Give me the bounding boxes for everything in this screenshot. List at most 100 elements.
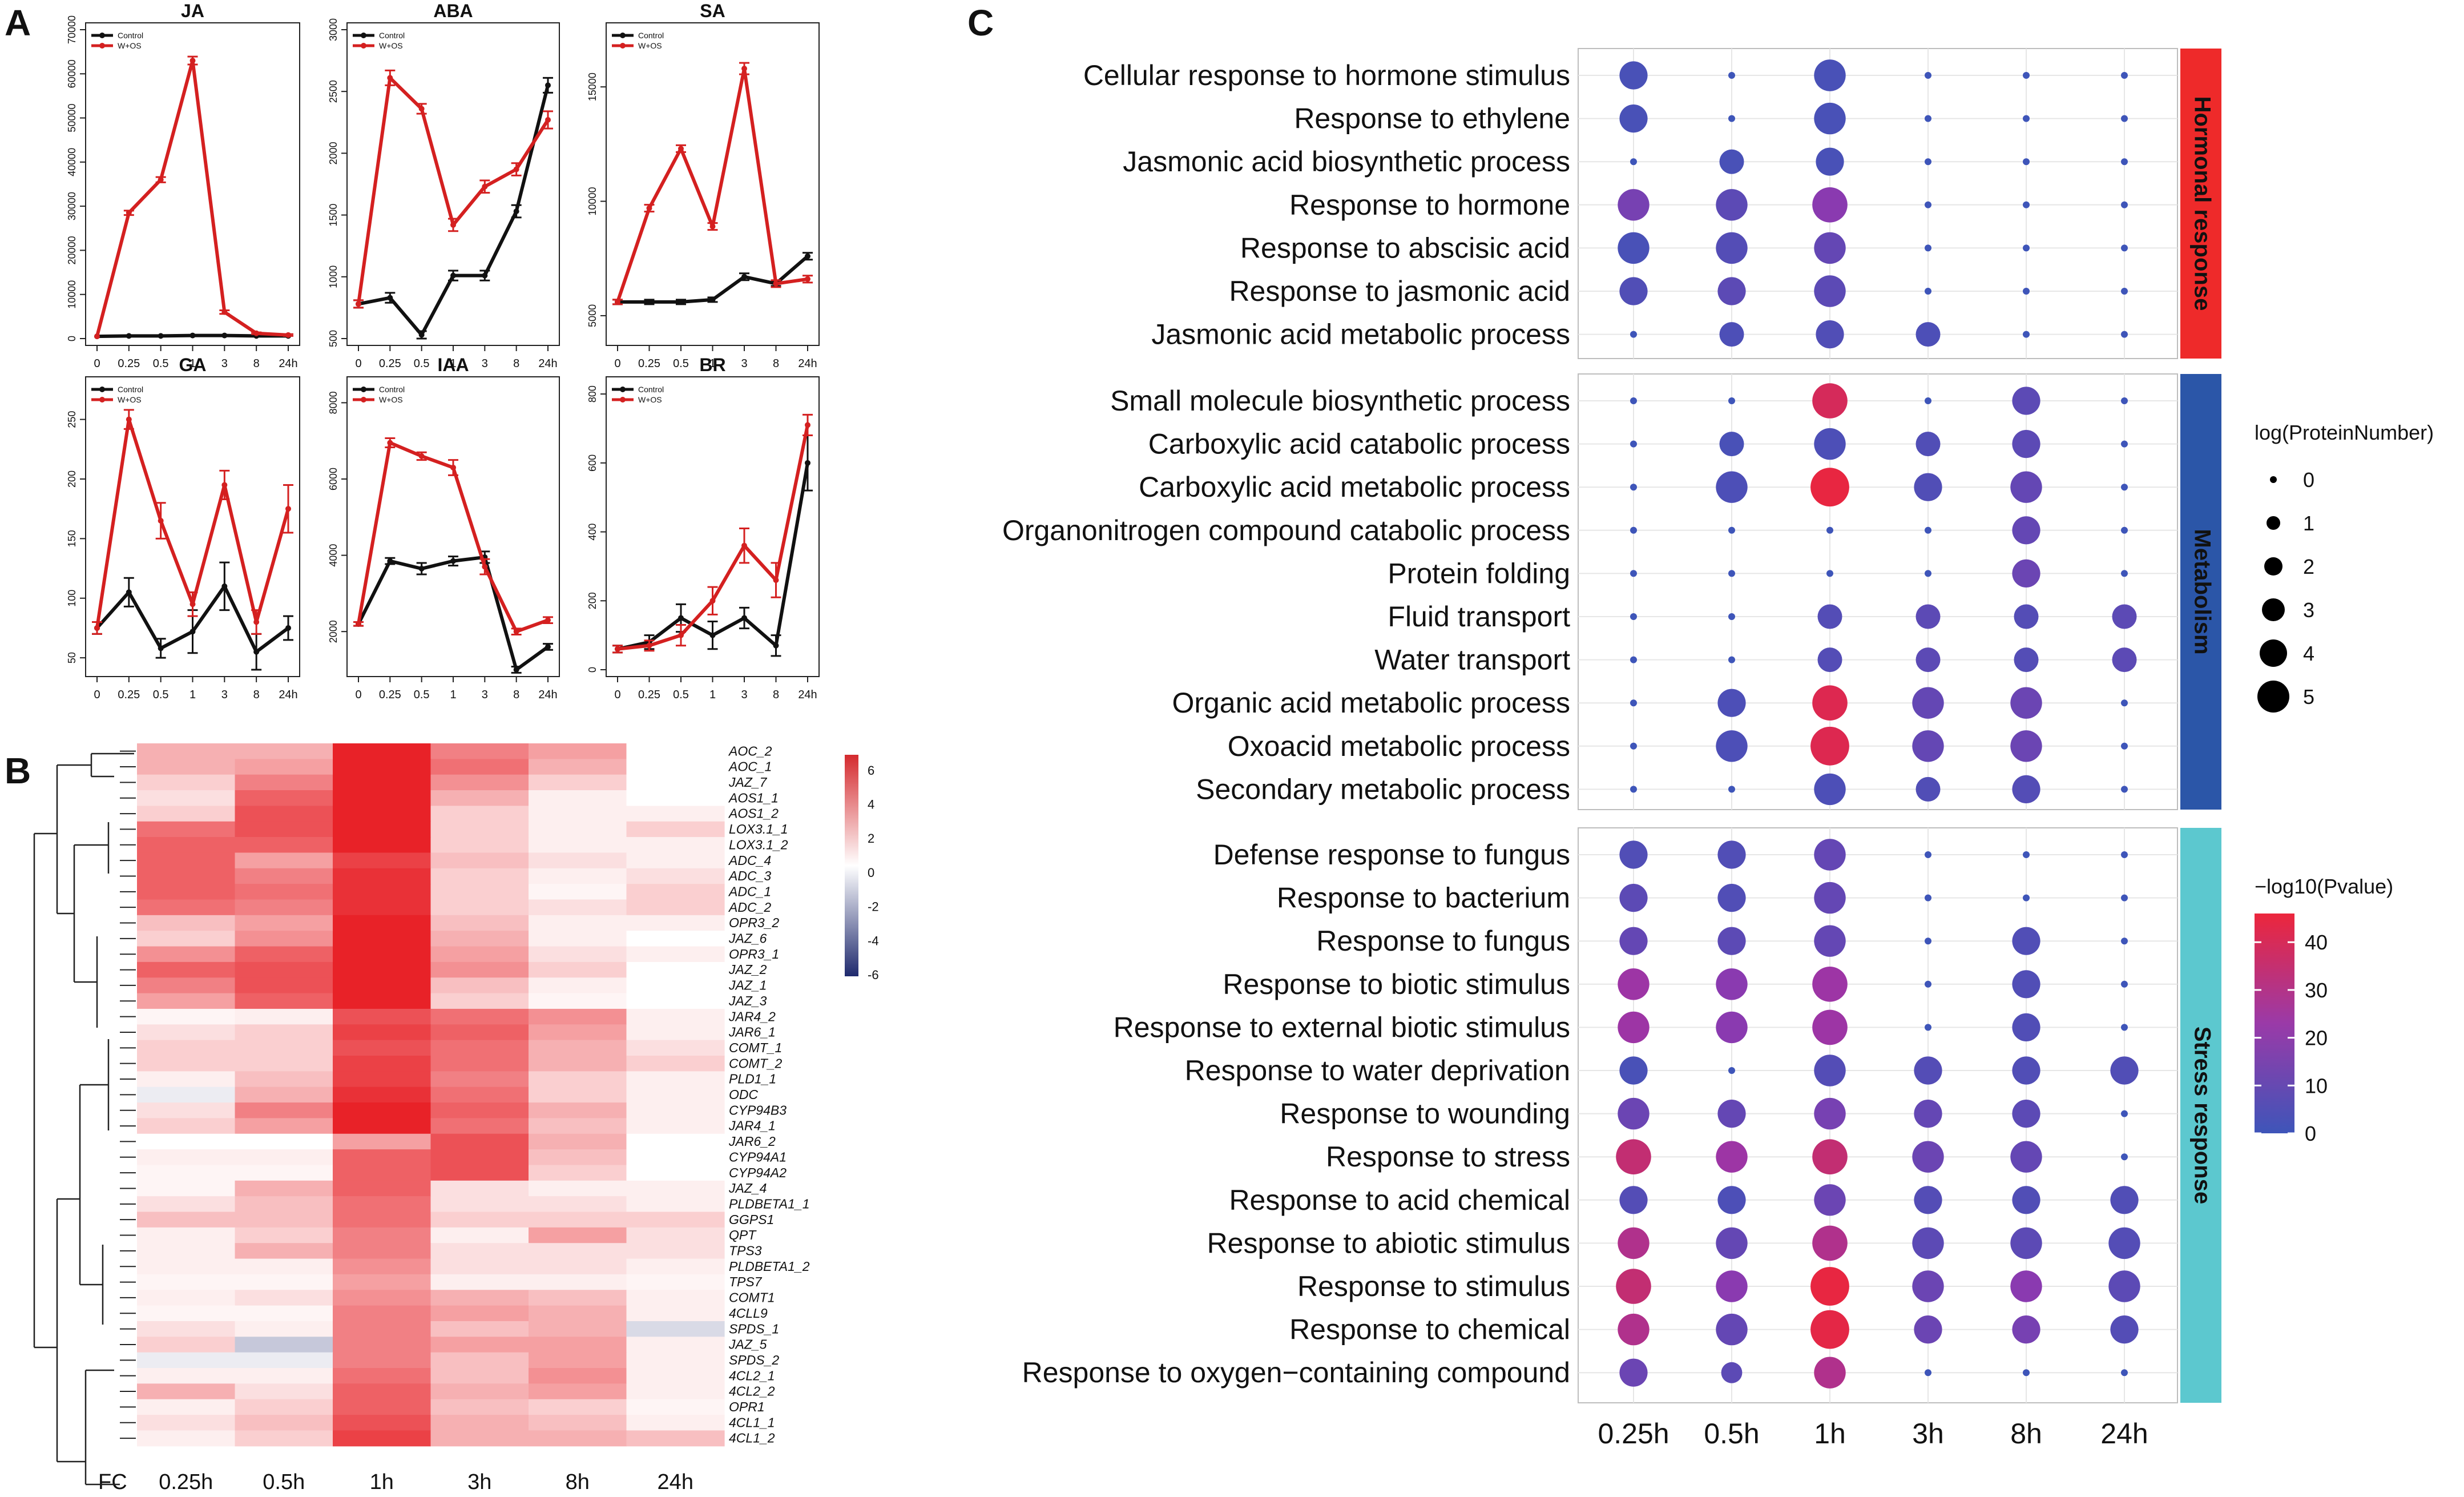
heatmap-cell	[529, 1086, 627, 1103]
y-tick-label: 100	[66, 590, 78, 607]
data-point	[418, 453, 425, 459]
heatmap-cell	[529, 1243, 627, 1259]
heatmap-row: 4CL2_2	[137, 1383, 775, 1400]
heatmap-cell	[529, 1399, 627, 1415]
enrichment-dot	[1812, 383, 1848, 418]
heatmap-row: 4CL1_2	[137, 1430, 775, 1447]
data-point	[158, 518, 164, 524]
y-tick-label: 40000	[66, 148, 78, 176]
term-label: Response to wounding	[1280, 1098, 1570, 1130]
heatmap-cell	[626, 774, 725, 791]
heatmap-cell	[430, 1212, 529, 1228]
heatmap-cell	[529, 837, 627, 854]
gene-label: ADC_3	[728, 868, 771, 883]
size-legend-dot	[2267, 516, 2280, 530]
gene-label: JAZ_3	[728, 993, 767, 1008]
data-point	[678, 632, 684, 638]
size-legend-dot	[2262, 598, 2285, 621]
heatmap-cell	[529, 743, 627, 759]
y-tick-label: 50	[66, 652, 78, 663]
data-point	[545, 643, 551, 650]
heatmap-cell	[137, 946, 236, 963]
heatmap-row: JAR4_1	[137, 1118, 776, 1134]
heatmap-cell	[235, 915, 333, 931]
heatmap-cell	[430, 1274, 529, 1290]
heatmap-cell	[430, 961, 529, 978]
heatmap-cell	[626, 1258, 725, 1275]
heatmap-row: JAZ_7	[137, 774, 768, 791]
size-legend-label: 1	[2303, 512, 2314, 535]
term-label: Water transport	[1374, 644, 1570, 676]
y-tick-label: 20000	[66, 236, 78, 264]
heatmap-cell	[333, 884, 431, 900]
x-tick-label: 0.25	[379, 689, 401, 701]
y-tick-label: 6000	[328, 468, 339, 490]
data-point	[94, 333, 100, 340]
enrichment-dot	[1915, 647, 1941, 673]
heatmap-cell	[235, 899, 333, 916]
heatmap-cell	[137, 1337, 236, 1353]
heatmap-cell	[137, 931, 236, 947]
term-label: Response to bacterium	[1277, 882, 1570, 914]
heatmap-cell	[430, 1352, 529, 1369]
heatmap-cell	[235, 1024, 333, 1041]
heatmap-cell	[137, 759, 236, 775]
heatmap-cell	[529, 1102, 627, 1118]
enrichment-dot	[1728, 115, 1735, 122]
data-point	[741, 615, 747, 621]
enrichment-dot	[1814, 102, 1846, 135]
gene-label: AOC_2	[728, 743, 772, 758]
line-chart-ja: JA 0 10000 20000 30000 40000 50000 60000 70000 0 0…	[66, 1, 300, 370]
enrichment-dot	[1925, 115, 1931, 122]
heatmap-row: JAZ_6	[137, 931, 767, 947]
heatmap-row: QPT	[137, 1227, 757, 1244]
chart-title: ABA	[433, 1, 473, 21]
fc-label: FC	[98, 1470, 127, 1494]
enrichment-dot	[2012, 430, 2040, 458]
heatmap-cell	[626, 837, 725, 854]
enrichment-dot	[1914, 1056, 1942, 1085]
heatmap-row: 4CLL9	[137, 1305, 768, 1322]
heatmap-cell	[235, 946, 333, 963]
enrichment-dot	[1728, 72, 1735, 79]
term-label: Jasmonic acid biosynthetic process	[1123, 146, 1570, 178]
gene-label: ODC	[729, 1087, 759, 1102]
heatmap-cell	[137, 961, 236, 978]
legend-tick-label: 6	[868, 763, 874, 778]
heatmap-cell	[333, 1196, 431, 1213]
data-point	[709, 632, 716, 638]
heatmap-cell	[333, 1274, 431, 1290]
term-label: Response to abiotic stimulus	[1207, 1227, 1570, 1259]
enrichment-dot	[1716, 1313, 1748, 1346]
x-tick-label: 24h	[279, 357, 297, 370]
legend-label: W+OS	[118, 395, 142, 404]
heatmap-cell	[626, 1008, 725, 1025]
heatmap-cell	[430, 852, 529, 869]
data-point	[545, 116, 551, 123]
enrichment-dot	[2108, 1270, 2140, 1302]
y-tick-label: 5000	[587, 304, 598, 327]
enrichment-dot	[2121, 980, 2128, 988]
term-label: Response to ethylene	[1294, 103, 1570, 135]
enrichment-dot	[1719, 432, 1744, 457]
legend-marker	[620, 43, 626, 49]
enrichment-dot	[1810, 726, 1849, 766]
heatmap-cell	[235, 821, 333, 838]
gene-label: CYP94A1	[729, 1149, 787, 1164]
y-tick-label: 2000	[328, 142, 339, 164]
enrichment-dot	[1814, 1097, 1846, 1130]
y-tick-label: 500	[328, 330, 339, 347]
chart-title: SA	[700, 1, 725, 21]
enrichment-dot	[1915, 432, 1941, 457]
heatmap-cell	[137, 1352, 236, 1369]
enrichment-dot	[1814, 1357, 1846, 1389]
heatmap-cell	[137, 1071, 236, 1088]
heatmap-cell	[529, 1227, 627, 1244]
x-tick-label: 8	[773, 689, 779, 701]
enrichment-dot	[2012, 1315, 2040, 1344]
enrichment-dot	[1925, 570, 1931, 577]
y-tick-label: 3000	[328, 18, 339, 41]
enrichment-dot	[1630, 440, 1637, 448]
